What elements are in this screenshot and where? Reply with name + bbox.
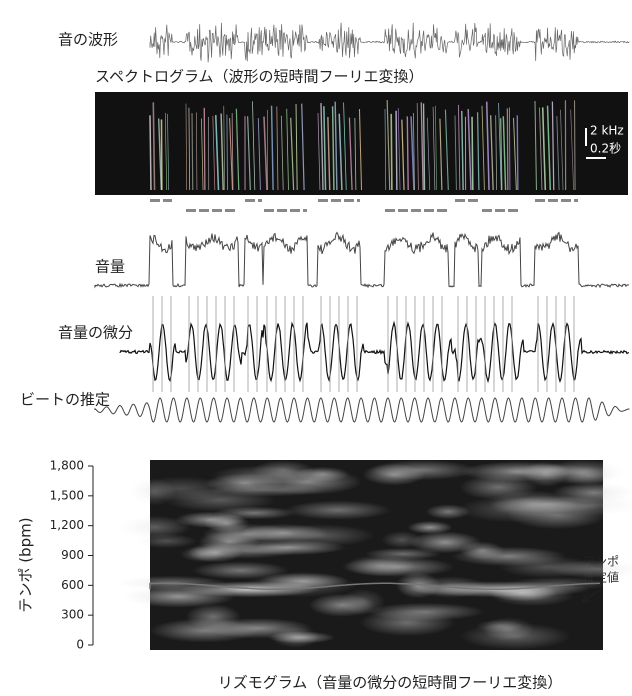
syllable-bar: [385, 209, 395, 212]
rhythm-blob: [426, 504, 471, 519]
y-tick-label: 300: [61, 608, 84, 622]
syllable-bar: [225, 209, 235, 212]
volume-curve: [95, 233, 629, 288]
spectral-streak: [227, 115, 228, 190]
syllable-bar: [455, 199, 465, 202]
syllable-bar: [303, 209, 307, 212]
spectral-streak: [204, 108, 205, 190]
syllable-bar: [508, 209, 518, 212]
spectral-streak: [472, 117, 473, 190]
volume-label: 音量: [95, 258, 125, 276]
rhythm-blob: [552, 482, 632, 503]
y-tick-label: 600: [61, 578, 84, 592]
spectral-streak: [517, 115, 518, 190]
spectral-streak: [192, 113, 193, 190]
syllable-bar: [264, 209, 274, 212]
derivative-curve: [120, 323, 629, 382]
spectral-streak: [407, 116, 408, 190]
rhythm-blob: [562, 466, 614, 485]
syllable-bar: [574, 199, 578, 202]
syllable-bar: [495, 209, 505, 212]
y-tick-label: 0: [76, 638, 84, 652]
spectral-streak: [509, 107, 510, 190]
rhythm-blob: [135, 534, 197, 548]
waveform-label: 音の波形: [58, 31, 118, 49]
scale-time: 0.2秒: [590, 142, 621, 156]
syllable-bar: [424, 209, 434, 212]
syllable-bar: [186, 209, 196, 212]
syllable-bar: [411, 209, 421, 212]
spectral-streak: [150, 115, 151, 190]
rhythm-blob: [254, 469, 362, 495]
rhythm-blob: [175, 511, 245, 527]
syllable-bar: [163, 199, 172, 202]
spectral-streak: [391, 114, 392, 190]
rhythm-blob: [192, 561, 289, 579]
derivative-label: 音量の微分: [58, 324, 133, 342]
spectral-streak: [196, 113, 197, 190]
rhythm-blob: [341, 557, 454, 577]
rhythm-blob: [204, 618, 312, 638]
spectrogram-label: スペクトログラム（波形の短時間フーリエ変換）: [95, 68, 424, 86]
waveform: [150, 23, 630, 63]
rhythm-blob: [381, 531, 422, 548]
y-axis-label: テンポ (bpm): [17, 517, 35, 612]
figure: 音の波形 スペクトログラム（波形の短時間フーリエ変換） 2 kHz 0.2秒 音…: [0, 0, 632, 696]
syllable-bar: [318, 199, 328, 202]
y-tick-label: 900: [61, 548, 84, 562]
syllable-bar: [199, 209, 209, 212]
syllable-bar: [398, 209, 408, 212]
rhythm-blob: [460, 541, 505, 559]
rhythm-blob: [369, 460, 477, 480]
syllable-bar: [535, 199, 545, 202]
rhythm-blob: [524, 461, 568, 487]
syllable-bar: [245, 199, 255, 202]
syllable-bar: [150, 199, 160, 202]
rhythm-blob: [265, 524, 376, 546]
syllable-bar: [290, 209, 300, 212]
syllable-bar: [258, 199, 262, 202]
syllable-bar: [468, 199, 478, 202]
rhythm-blob: [460, 623, 572, 650]
syllable-bar: [482, 209, 492, 212]
syllable-bar: [277, 209, 287, 212]
beat-label: ビートの推定: [20, 391, 110, 409]
y-tick-label: 1,200: [50, 518, 84, 532]
scale-frequency: 2 kHz: [590, 124, 624, 138]
syllable-bar: [212, 209, 222, 212]
rhythm-blob: [360, 609, 455, 636]
syllable-bar: [357, 199, 360, 202]
syllable-bar: [437, 209, 447, 212]
beat-curve: [95, 398, 630, 422]
caption: リズモグラム（音量の微分の短時間フーリエ変換）: [218, 674, 563, 692]
y-tick-label: 1,500: [50, 488, 84, 502]
rhythm-blob: [309, 594, 375, 617]
syllable-bar: [331, 199, 341, 202]
syllable-bar: [344, 199, 354, 202]
rhythm-blob: [285, 501, 391, 520]
y-tick-label: 1,800: [50, 459, 84, 473]
syllable-bar: [561, 199, 571, 202]
rhythm-blob: [199, 531, 260, 553]
spectral-streak: [396, 111, 397, 190]
syllable-bar: [548, 199, 558, 202]
